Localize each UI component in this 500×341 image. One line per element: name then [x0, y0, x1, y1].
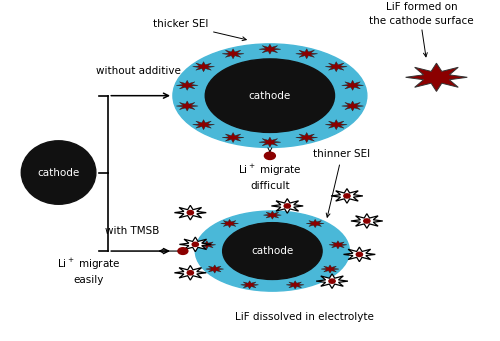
Polygon shape: [296, 49, 318, 59]
Ellipse shape: [196, 211, 350, 291]
Polygon shape: [259, 44, 281, 54]
Text: the cathode surface: the cathode surface: [369, 16, 474, 26]
Polygon shape: [296, 133, 318, 143]
Circle shape: [364, 219, 370, 223]
Text: difficult: difficult: [250, 181, 290, 191]
Text: cathode: cathode: [38, 167, 80, 178]
Text: LiF formed on: LiF formed on: [386, 2, 458, 13]
Polygon shape: [326, 62, 347, 72]
Text: cathode: cathode: [252, 246, 294, 256]
Polygon shape: [198, 241, 216, 249]
Polygon shape: [331, 189, 363, 203]
Text: thinner SEI: thinner SEI: [314, 149, 370, 217]
Polygon shape: [192, 62, 214, 72]
Polygon shape: [174, 205, 206, 220]
Text: cathode: cathode: [249, 91, 291, 101]
Text: with TMSB: with TMSB: [105, 226, 160, 236]
Text: Li$^+$ migrate: Li$^+$ migrate: [238, 163, 302, 178]
Polygon shape: [264, 211, 281, 219]
Polygon shape: [272, 199, 303, 213]
Polygon shape: [344, 247, 376, 262]
Text: Li$^+$ migrate: Li$^+$ migrate: [56, 257, 120, 272]
Polygon shape: [321, 265, 339, 273]
Polygon shape: [222, 49, 244, 59]
Circle shape: [344, 194, 350, 198]
Polygon shape: [220, 219, 238, 227]
Text: thicker SEI: thicker SEI: [152, 19, 246, 41]
Polygon shape: [174, 266, 206, 280]
Polygon shape: [316, 274, 348, 288]
Polygon shape: [259, 137, 281, 147]
Polygon shape: [222, 133, 244, 143]
Ellipse shape: [206, 59, 334, 132]
Polygon shape: [206, 265, 224, 273]
Circle shape: [187, 271, 194, 275]
Polygon shape: [342, 80, 363, 90]
Circle shape: [284, 204, 290, 208]
Polygon shape: [286, 281, 304, 289]
Polygon shape: [240, 281, 258, 289]
Ellipse shape: [22, 141, 96, 204]
Circle shape: [187, 210, 194, 215]
Text: without additive: without additive: [96, 66, 180, 76]
Polygon shape: [329, 241, 347, 249]
Text: LiF dissolved in electrolyte: LiF dissolved in electrolyte: [236, 312, 374, 322]
Polygon shape: [306, 219, 324, 227]
Circle shape: [356, 252, 362, 256]
Polygon shape: [180, 237, 211, 252]
Text: easily: easily: [73, 275, 104, 285]
Polygon shape: [342, 101, 363, 111]
Polygon shape: [176, 101, 198, 111]
Polygon shape: [326, 120, 347, 130]
Circle shape: [178, 248, 188, 254]
Circle shape: [192, 242, 198, 247]
Polygon shape: [192, 120, 214, 130]
Ellipse shape: [173, 44, 367, 147]
Polygon shape: [406, 63, 468, 91]
Circle shape: [329, 279, 335, 283]
Circle shape: [264, 152, 276, 160]
Polygon shape: [176, 80, 198, 90]
Polygon shape: [351, 214, 383, 228]
Ellipse shape: [222, 223, 322, 280]
